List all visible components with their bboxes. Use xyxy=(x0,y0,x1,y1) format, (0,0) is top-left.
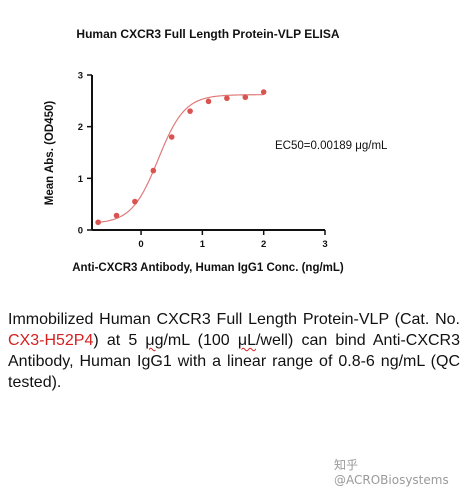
y-tick-label: 1 xyxy=(78,174,84,185)
watermark: 知乎 @ACROBiosystems xyxy=(334,458,449,487)
data-point xyxy=(95,219,101,226)
data-point xyxy=(260,89,267,95)
y-tick-label: 0 xyxy=(78,226,83,237)
description-part: /mL (100 xyxy=(163,332,238,349)
y-axis-label: Mean Abs. (OD450) xyxy=(44,101,56,206)
elisa-chart: Human CXCR3 Full Length Protein-VLP ELIS… xyxy=(44,27,388,274)
description: Immobilized Human CXCR3 Full Length Prot… xyxy=(8,309,460,393)
description-suffix: /well) can bind Anti-CXCR3 Antibody, Hum… xyxy=(8,332,460,391)
description-prefix: Immobilized Human CXCR3 Full Length Prot… xyxy=(8,311,460,328)
x-tick-label: 3 xyxy=(322,239,327,250)
y-tick-label: 3 xyxy=(78,71,83,82)
data-point xyxy=(132,198,138,205)
unit-ug: μg xyxy=(145,332,164,349)
plot-area: 0 1 2 3 0 1 2 3 xyxy=(78,71,328,251)
data-point xyxy=(187,108,193,114)
y-tick-label: 2 xyxy=(78,122,83,133)
data-point xyxy=(205,98,212,105)
x-tick-label: 1 xyxy=(200,239,206,250)
unit-ul: μL xyxy=(237,332,256,349)
x-tick-label: 0 xyxy=(138,239,143,250)
catalog-number: CX3-H52P4 xyxy=(8,332,94,349)
data-point xyxy=(113,212,120,219)
x-axis-label: Anti-CXCR3 Antibody, Human IgG1 Conc. (n… xyxy=(72,262,344,274)
data-point xyxy=(242,94,249,101)
ec50-annotation: EC50=0.00189 μg/mL xyxy=(275,140,388,152)
description-part: ) at 5 xyxy=(93,332,146,349)
x-tick-label: 2 xyxy=(261,239,266,250)
data-point xyxy=(150,167,157,174)
chart-title: Human CXCR3 Full Length Protein-VLP ELIS… xyxy=(76,27,339,41)
data-point xyxy=(224,95,230,102)
data-point xyxy=(168,134,175,140)
fit-curve xyxy=(98,94,264,223)
